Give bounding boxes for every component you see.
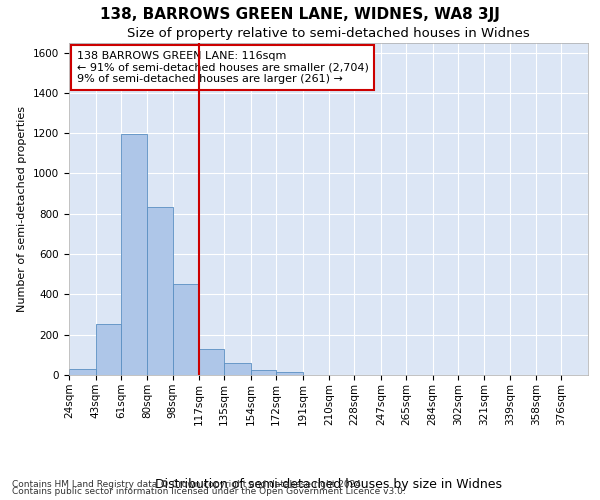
Bar	[276, 372, 302, 375]
Bar	[224, 363, 251, 375]
Bar	[199, 349, 224, 375]
Text: 138 BARROWS GREEN LANE: 116sqm
← 91% of semi-detached houses are smaller (2,704): 138 BARROWS GREEN LANE: 116sqm ← 91% of …	[77, 51, 368, 84]
Y-axis label: Number of semi-detached properties: Number of semi-detached properties	[17, 106, 28, 312]
Title: Size of property relative to semi-detached houses in Widnes: Size of property relative to semi-detach…	[127, 27, 530, 40]
Text: 138, BARROWS GREEN LANE, WIDNES, WA8 3JJ: 138, BARROWS GREEN LANE, WIDNES, WA8 3JJ	[100, 8, 500, 22]
Bar	[69, 369, 95, 375]
Text: Contains HM Land Registry data © Crown copyright and database right 2024.: Contains HM Land Registry data © Crown c…	[12, 480, 364, 489]
X-axis label: Distribution of semi-detached houses by size in Widnes: Distribution of semi-detached houses by …	[155, 478, 502, 490]
Bar	[173, 284, 199, 375]
Bar	[95, 324, 121, 375]
Bar	[121, 134, 148, 375]
Bar	[251, 370, 276, 375]
Bar	[148, 206, 173, 375]
Text: Contains public sector information licensed under the Open Government Licence v3: Contains public sector information licen…	[12, 487, 406, 496]
